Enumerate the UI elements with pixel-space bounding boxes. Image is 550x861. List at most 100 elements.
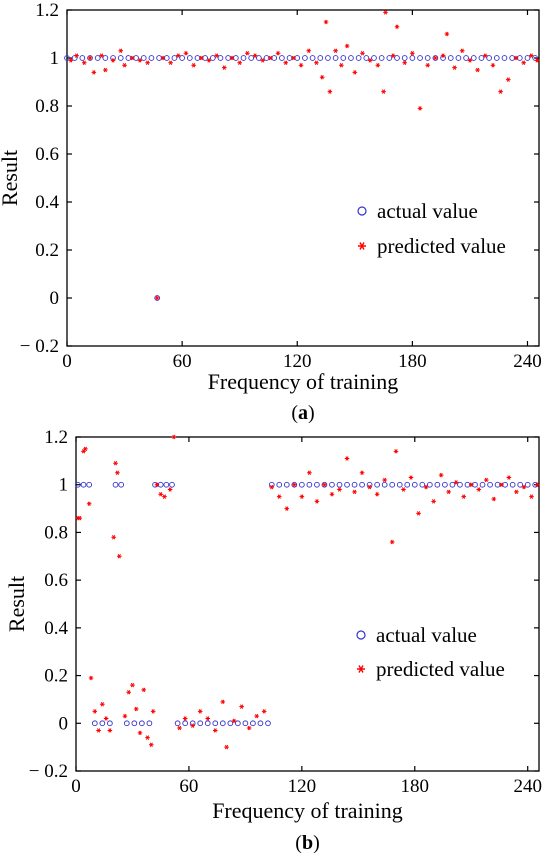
chart-b-predicted-point bbox=[499, 482, 504, 487]
chart-b-actual-point bbox=[381, 481, 388, 488]
chart-b-predicted-point bbox=[359, 470, 365, 476]
chart-a-predicted-point bbox=[199, 55, 204, 61]
chart-a-predicted-point bbox=[222, 65, 227, 70]
chart-a-predicted-point bbox=[444, 31, 450, 37]
chart-b-predicted-point bbox=[88, 675, 94, 681]
chart-a-predicted-point bbox=[214, 53, 219, 58]
chart-b-actual-point bbox=[163, 481, 170, 488]
chart-a-predicted-point bbox=[513, 55, 519, 61]
chart-b-predicted-point bbox=[231, 718, 237, 724]
chart-b-predicted-point bbox=[261, 709, 267, 714]
chart-b-actual-point bbox=[457, 481, 463, 488]
chart-b-actual-point bbox=[227, 720, 234, 727]
chart-b-y-tick-label: 0.8 bbox=[44, 522, 68, 543]
chart-b-x-tick-label: 0 bbox=[71, 776, 81, 797]
chart-a-actual-point bbox=[332, 55, 339, 61]
chart-b-predicted-point bbox=[254, 713, 259, 719]
chart-b-actual-point bbox=[169, 481, 175, 488]
chart-a-predicted-point bbox=[74, 53, 79, 58]
chart-a-actual-point bbox=[240, 55, 247, 61]
chart-b-predicted-point bbox=[269, 484, 275, 490]
chart-a-actual-point bbox=[94, 55, 101, 61]
chart-a-legend-marker-actual bbox=[357, 206, 367, 216]
chart-b-predicted-point bbox=[374, 492, 380, 497]
chart-a-caption: (a) bbox=[291, 402, 314, 424]
chart-b-predicted-point bbox=[393, 449, 399, 454]
chart-a-predicted-point bbox=[237, 60, 242, 66]
chart-b-predicted-point bbox=[423, 484, 429, 490]
chart-a-predicted-point bbox=[175, 53, 181, 58]
chart-b-predicted-point bbox=[401, 487, 406, 492]
chart-b-actual-point bbox=[434, 481, 441, 488]
chart-a-predicted-point bbox=[91, 70, 97, 75]
chart-a-predicted-point bbox=[229, 55, 235, 61]
chart-a-y-tick-label: 0.2 bbox=[35, 240, 59, 261]
chart-b-predicted-point bbox=[113, 461, 118, 466]
chart-b-actual-point bbox=[404, 481, 411, 488]
chart-b-predicted-point bbox=[145, 735, 150, 740]
chart-b-predicted-point bbox=[446, 489, 451, 495]
chart-b-actual-point bbox=[442, 481, 448, 488]
chart-a-predicted-point bbox=[440, 53, 446, 58]
chart-b-x-tick-label: 180 bbox=[401, 776, 430, 797]
chart-b-actual-point bbox=[146, 720, 153, 727]
chart-a-predicted-point bbox=[245, 50, 250, 56]
chart-a-predicted-point bbox=[68, 58, 74, 63]
chart-b-actual-point bbox=[329, 481, 335, 488]
chart-a-legend-marker-predicted bbox=[358, 242, 366, 250]
chart-a-actual-point bbox=[102, 55, 109, 61]
chart-a-predicted-point bbox=[99, 53, 104, 58]
chart-b-predicted-point bbox=[116, 554, 122, 559]
chart-b-legend-marker-actual bbox=[356, 630, 366, 640]
chart-a-predicted-point bbox=[87, 55, 93, 61]
chart-b-actual-point bbox=[80, 481, 87, 488]
chart-b-predicted-point bbox=[416, 511, 421, 516]
chart-a-actual-point bbox=[340, 55, 347, 61]
chart-a-actual-point bbox=[363, 55, 370, 61]
chart-a-actual-point bbox=[424, 55, 431, 61]
chart-b-actual-point bbox=[131, 720, 138, 727]
chart-a-predicted-point bbox=[459, 48, 465, 54]
chart-b-series-actual bbox=[75, 481, 539, 727]
chart-b-actual-point bbox=[139, 720, 145, 727]
chart-a-actual-point bbox=[256, 55, 262, 61]
chart-a-predicted-point bbox=[145, 60, 150, 66]
chart-b-predicted-point bbox=[367, 484, 372, 490]
chart-b-predicted-point bbox=[167, 487, 173, 492]
chart-a-actual-point bbox=[64, 55, 70, 61]
chart-a-actual-point bbox=[493, 55, 500, 61]
chart-b-actual-point bbox=[321, 481, 328, 488]
chart-a-predicted-point bbox=[498, 89, 503, 94]
chart-b-actual-point bbox=[517, 481, 524, 488]
chart-a-predicted-point bbox=[168, 60, 173, 66]
chart-a-predicted-point bbox=[344, 43, 350, 49]
chart-a: 0 60 120 180 240− 0.200.20.40.60.811.2Freque… bbox=[0, 0, 542, 424]
chart-b-actual-point bbox=[336, 481, 343, 488]
chart-a-actual-point bbox=[148, 55, 155, 61]
chart-b-y-tick-label: − 0.2 bbox=[29, 761, 68, 782]
chart-a-actual-point bbox=[432, 55, 439, 61]
chart-b-predicted-point bbox=[408, 475, 414, 480]
chart-a-x-tick-label: 0 bbox=[62, 351, 72, 372]
chart-b-predicted-point bbox=[150, 709, 156, 714]
chart-a-predicted-point bbox=[81, 60, 87, 66]
chart-b-actual-point bbox=[351, 481, 358, 488]
chart-b-predicted-point bbox=[307, 470, 312, 476]
chart-a-predicted-point bbox=[381, 89, 386, 94]
chart-a-plot-frame bbox=[66, 9, 540, 347]
chart-b-y-tick-label: 0.4 bbox=[44, 618, 68, 639]
chart-b-predicted-point bbox=[224, 744, 229, 750]
chart-b-actual-point bbox=[524, 481, 531, 488]
chart-a-predicted-point bbox=[433, 55, 438, 61]
chart-b-predicted-point bbox=[115, 470, 120, 476]
chart-a-predicted-point bbox=[260, 58, 266, 63]
chart-b-predicted-point bbox=[491, 496, 497, 502]
chart-a-predicted-point bbox=[283, 60, 289, 66]
chart-b-actual-point bbox=[174, 720, 181, 727]
chart-b-predicted-point bbox=[122, 713, 128, 719]
chart-a-actual-point bbox=[447, 55, 454, 61]
chart-b-predicted-point bbox=[431, 499, 436, 504]
chart-a-actual-point bbox=[279, 55, 285, 61]
chart-b-predicted-point bbox=[284, 506, 290, 511]
chart-a-predicted-point bbox=[375, 62, 381, 68]
